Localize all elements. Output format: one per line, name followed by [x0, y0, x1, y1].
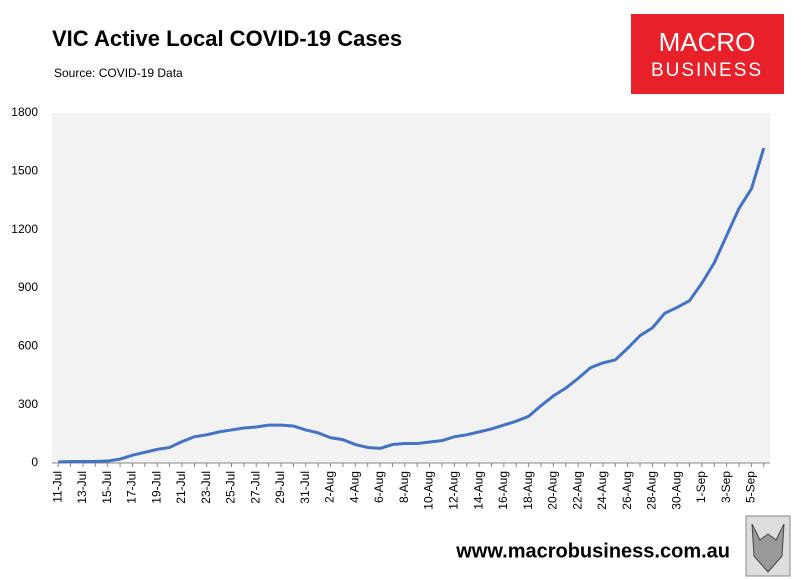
- x-tick-label: 29-Jul: [273, 471, 287, 504]
- logo-text: BUSINESS: [651, 60, 763, 81]
- y-tick-label: 1500: [11, 164, 38, 178]
- x-tick-label: 1-Sep: [694, 471, 708, 503]
- x-tick-label: 30-Aug: [669, 471, 683, 510]
- x-tick-label: 28-Aug: [645, 471, 659, 510]
- y-tick-label: 1800: [11, 105, 38, 119]
- x-tick-label: 18-Aug: [521, 471, 535, 510]
- x-tick-label: 26-Aug: [620, 471, 634, 510]
- x-tick-label: 16-Aug: [496, 471, 510, 510]
- x-tick-label: 14-Aug: [471, 471, 485, 510]
- y-tick-label: 1200: [11, 222, 38, 236]
- series-line: [58, 147, 766, 464]
- x-tick-label: 24-Aug: [595, 471, 609, 510]
- x-tick-label: 23-Jul: [199, 471, 213, 504]
- y-tick-label: 0: [31, 455, 38, 469]
- x-tick-label: 22-Aug: [570, 471, 584, 510]
- x-tick-label: 10-Aug: [422, 471, 436, 510]
- plot-area: [52, 113, 770, 463]
- x-tick-label: 13-Jul: [75, 471, 89, 504]
- x-tick-label: 4-Aug: [347, 471, 361, 503]
- logo-box: [631, 14, 784, 94]
- y-tick-label: 600: [18, 339, 38, 353]
- x-tick-label: 5-Sep: [744, 471, 758, 503]
- x-tick-label: 20-Aug: [546, 471, 560, 510]
- x-tick-label: 6-Aug: [372, 471, 386, 503]
- chart-subtitle: Source: COVID-19 Data: [54, 66, 183, 80]
- x-tick-label: 21-Jul: [174, 471, 188, 504]
- x-tick-label: 27-Jul: [248, 471, 262, 504]
- logo-text: MACRO: [659, 27, 756, 57]
- y-tick-label: 900: [18, 280, 38, 294]
- chart-title: VIC Active Local COVID-19 Cases: [52, 26, 402, 51]
- x-tick-label: 3-Sep: [719, 471, 733, 503]
- x-tick-label: 11-Jul: [50, 471, 64, 503]
- x-tick-label: 8-Aug: [397, 471, 411, 503]
- x-tick-label: 25-Jul: [224, 471, 238, 504]
- footer-url: www.macrobusiness.com.au: [455, 540, 730, 562]
- x-tick-label: 2-Aug: [323, 471, 337, 503]
- x-tick-label: 31-Jul: [298, 471, 312, 504]
- x-tick-label: 12-Aug: [446, 471, 460, 510]
- x-tick-label: 19-Jul: [149, 471, 163, 504]
- x-tick-label: 15-Jul: [100, 471, 114, 504]
- y-tick-label: 300: [18, 397, 38, 411]
- x-tick-label: 17-Jul: [125, 471, 139, 504]
- wolf-icon: [745, 515, 791, 577]
